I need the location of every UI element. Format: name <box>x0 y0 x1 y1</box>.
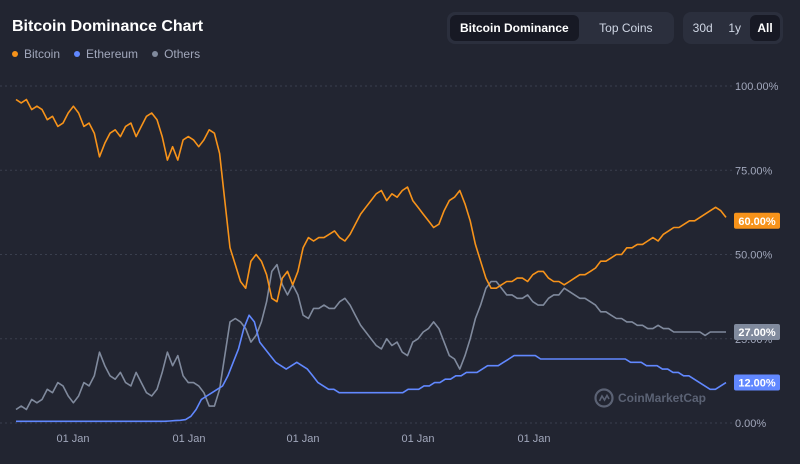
series-lines <box>15 98 727 423</box>
legend-label-others: Others <box>164 47 201 61</box>
legend-label-ethereum: Ethereum <box>86 47 139 61</box>
series-line-others <box>15 263 726 411</box>
coinmarketcap-logo-mark <box>598 393 610 402</box>
chart-legend: Bitcoin Ethereum Others <box>12 47 200 61</box>
legend-item-bitcoin[interactable]: Bitcoin <box>12 47 60 61</box>
end-label-ethereum: 12.00% <box>734 374 780 391</box>
x-tick-label: 01 Jan <box>56 433 89 445</box>
end-label-text: 60.00% <box>738 216 776 228</box>
range-1y-button[interactable]: 1y <box>728 21 741 35</box>
end-label-bg <box>734 374 780 391</box>
y-tick-label: 75.00% <box>735 165 773 177</box>
x-tick-label: 01 Jan <box>172 433 205 445</box>
end-label-text: 27.00% <box>738 327 776 339</box>
y-tick-label: 50.00% <box>735 250 773 262</box>
y-tick-label: 100.00% <box>735 81 779 93</box>
end-label-bg <box>734 212 780 229</box>
range-30d-button[interactable]: 30d <box>692 21 713 35</box>
x-tick-label: 01 Jan <box>401 433 434 445</box>
coinmarketcap-watermark: CoinMarketCap <box>594 388 706 408</box>
legend-item-ethereum[interactable]: Ethereum <box>74 47 138 61</box>
legend-dot-others <box>152 51 159 57</box>
tab-bitcoin-dominance[interactable]: Bitcoin Dominance <box>450 15 579 41</box>
end-label-bitcoin: 60.00% <box>734 212 780 229</box>
series-line-bitcoin <box>15 98 727 303</box>
legend-dot-bitcoin <box>12 51 18 57</box>
end-label-text: 12.00% <box>738 378 776 390</box>
coinmarketcap-logo-icon <box>594 388 614 408</box>
tab-top-coins[interactable]: Top Coins <box>599 21 653 35</box>
x-tick-label: 01 Jan <box>286 433 319 445</box>
x-axis-ticks: 01 Jan 01 Jan 01 Jan 01 Jan 01 Jan <box>56 433 550 445</box>
legend-label-bitcoin: Bitcoin <box>24 47 61 61</box>
end-label-others: 27.00% <box>734 324 780 341</box>
legend-item-others[interactable]: Others <box>152 47 200 61</box>
grid-lines <box>0 85 735 424</box>
end-labels: 60.00% 12.00% 27.00% <box>734 212 780 391</box>
legend-dot-ethereum <box>74 51 81 57</box>
chart-title: Bitcoin Dominance Chart <box>12 18 204 35</box>
end-label-bg <box>734 324 780 341</box>
watermark-text: CoinMarketCap <box>618 391 706 405</box>
y-tick-label: 0.00% <box>735 418 766 430</box>
series-line-ethereum <box>16 314 727 423</box>
range-all-button[interactable]: All <box>750 15 780 41</box>
range-selector: 30d 1y All <box>683 12 783 44</box>
view-tabs: Bitcoin Dominance Top Coins <box>447 12 674 44</box>
x-tick-label: 01 Jan <box>517 433 550 445</box>
